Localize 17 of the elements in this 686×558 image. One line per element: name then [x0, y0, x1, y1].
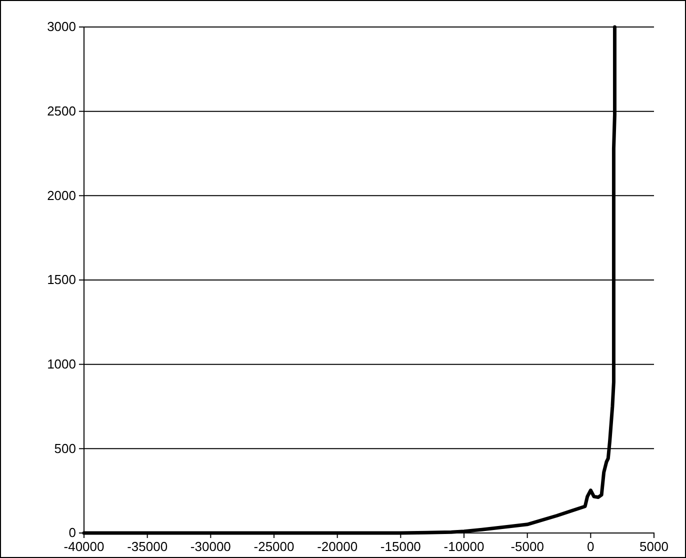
x-tick-label: 5000 [640, 538, 668, 554]
y-tick-label: 500 [54, 440, 76, 456]
y-tick-label: 0 [68, 525, 76, 540]
x-tick-label: -35000 [127, 538, 168, 554]
y-tick-label: 2500 [47, 103, 76, 118]
x-tick-label: -40000 [64, 538, 104, 554]
x-tick-label: -20000 [317, 538, 358, 554]
y-tick-label: 1500 [47, 272, 76, 288]
y-tick-label: 3000 [47, 19, 76, 34]
x-tick-label: -30000 [190, 538, 231, 554]
x-tick-label: 0 [587, 538, 594, 554]
y-tick-label: 1000 [47, 356, 76, 372]
x-tick-label: -10000 [444, 538, 484, 554]
x-tick-label: -5000 [510, 538, 544, 554]
x-tick-label: -15000 [380, 538, 421, 554]
y-tick-label: 2000 [47, 188, 76, 203]
x-tick-label: -25000 [254, 538, 294, 554]
